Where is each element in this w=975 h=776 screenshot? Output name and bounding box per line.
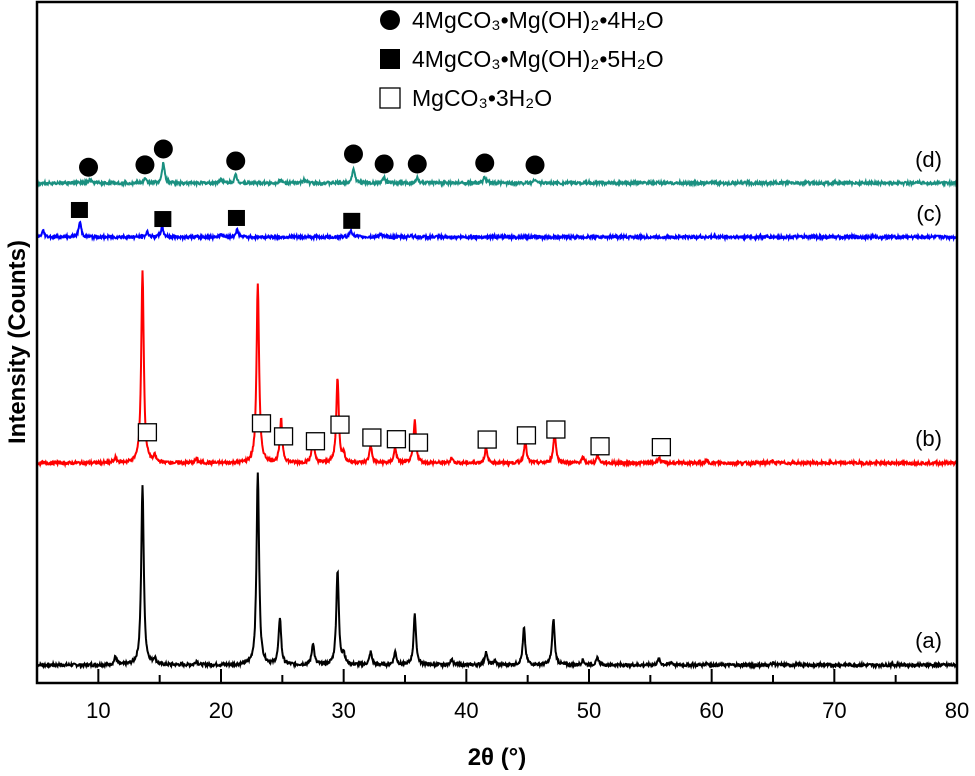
legend-filled-square-icon	[380, 49, 400, 69]
marker-open-square	[305, 432, 326, 451]
series-label: (a)	[915, 628, 942, 653]
marker-filled-square	[227, 209, 245, 226]
x-tick-label: 80	[945, 698, 969, 723]
marker-open-square	[651, 437, 672, 457]
marker-circle	[79, 157, 99, 177]
x-tick-label: 60	[699, 698, 723, 723]
marker-open-square	[251, 414, 272, 433]
x-tick-label: 10	[86, 698, 110, 723]
marker-filled-square	[70, 201, 88, 218]
legend-circle-icon	[380, 10, 400, 30]
marker-open-square	[516, 426, 537, 445]
x-axis-label: 2θ (°)	[468, 744, 527, 771]
marker-filled-square	[343, 212, 361, 229]
legend-label: MgCO₃•3H₂O	[412, 85, 552, 111]
legend-open-square-icon	[379, 87, 401, 109]
plot-frame	[35, 0, 959, 685]
legend-label: 4MgCO₃•Mg(OH)₂•4H₂O	[412, 7, 664, 33]
marker-circle	[407, 154, 427, 174]
marker-open-square	[408, 433, 429, 452]
marker-circle	[135, 155, 155, 175]
x-tick-label: 40	[454, 698, 478, 723]
marker-circle	[475, 153, 495, 173]
marker-circle	[525, 155, 545, 175]
series-line-0	[36, 472, 958, 671]
marker-circle	[226, 151, 246, 171]
series-line-1	[36, 270, 958, 469]
marker-open-square	[137, 423, 158, 442]
marker-circle	[343, 144, 363, 164]
marker-circle	[374, 154, 394, 174]
series-label: (c)	[916, 201, 942, 226]
series-line-2	[36, 220, 958, 243]
marker-open-square	[330, 415, 350, 434]
x-tick-label: 30	[331, 698, 355, 723]
marker-filled-square	[154, 211, 172, 228]
y-axis-label: Intensity (Counts)	[4, 240, 31, 444]
series-line-3	[36, 161, 958, 189]
legend-label: 4MgCO₃•Mg(OH)₂•5H₂O	[412, 46, 664, 72]
marker-open-square	[546, 420, 566, 439]
series-label: (b)	[915, 426, 942, 451]
marker-open-square	[273, 427, 294, 446]
x-tick-label: 20	[209, 698, 233, 723]
marker-open-square	[477, 430, 497, 449]
x-tick-label: 70	[822, 698, 846, 723]
marker-open-square	[362, 428, 382, 447]
series-label: (d)	[915, 147, 942, 172]
marker-circle	[153, 139, 173, 159]
marker-open-square	[386, 430, 407, 449]
x-tick-label: 50	[577, 698, 601, 723]
marker-open-square	[590, 437, 610, 456]
